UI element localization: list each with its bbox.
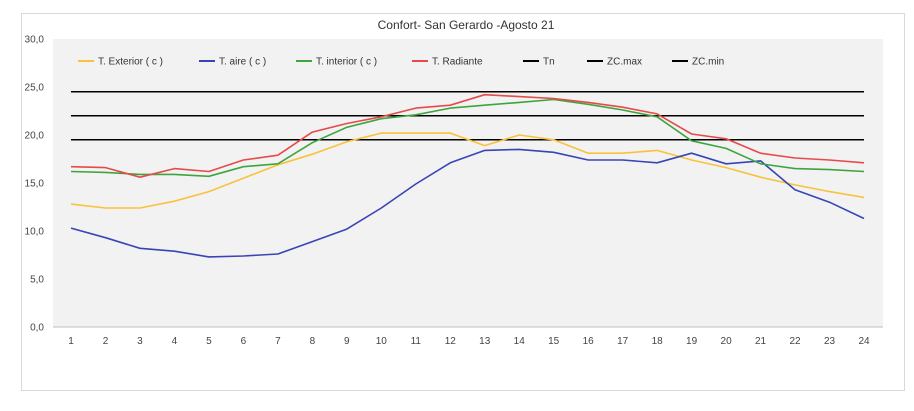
series-line-t-aire-c xyxy=(70,148,865,258)
chart-title: Confort- San Gerardo -Agosto 21 xyxy=(378,18,555,32)
x-tick-label: 11 xyxy=(411,336,422,347)
plot-area xyxy=(53,39,883,327)
x-tick-label: 22 xyxy=(789,336,801,347)
y-tick-label: 30,0 xyxy=(25,35,45,46)
x-tick-label: 20 xyxy=(721,336,733,347)
x-tick-label: 16 xyxy=(583,336,595,347)
legend-label: Tn xyxy=(543,57,555,68)
y-tick-label: 0,0 xyxy=(30,323,44,334)
y-tick-label: 20,0 xyxy=(25,131,45,142)
x-tick-label: 8 xyxy=(310,336,316,347)
legend-label: T. Radiante xyxy=(432,57,483,68)
series-line-t-exterior-c xyxy=(70,132,865,209)
x-tick-label: 18 xyxy=(652,336,664,347)
x-tick-label: 19 xyxy=(686,336,698,347)
x-tick-label: 9 xyxy=(344,336,350,347)
series-line-t-interior-c xyxy=(70,98,865,178)
x-tick-label: 13 xyxy=(479,336,491,347)
y-tick-label: 25,0 xyxy=(25,83,45,94)
y-tick-label: 10,0 xyxy=(25,227,45,238)
x-tick-label: 2 xyxy=(103,336,109,347)
x-tick-label: 10 xyxy=(376,336,388,347)
x-tick-label: 5 xyxy=(206,336,212,347)
x-tick-label: 12 xyxy=(445,336,457,347)
legend-label: T. aire ( c ) xyxy=(219,57,266,68)
x-tick-label: 6 xyxy=(241,336,247,347)
y-tick-label: 5,0 xyxy=(30,275,44,286)
x-tick-label: 7 xyxy=(275,336,281,347)
y-tick-label: 15,0 xyxy=(25,179,45,190)
series-line-t-radiante xyxy=(70,93,865,178)
x-tick-label: 4 xyxy=(172,336,178,347)
x-tick-label: 3 xyxy=(137,336,143,347)
x-tick-label: 23 xyxy=(824,336,836,347)
legend-label: T. Exterior ( c ) xyxy=(98,57,163,68)
x-tick-label: 14 xyxy=(514,336,526,347)
x-tick-label: 15 xyxy=(548,336,560,347)
x-tick-label: 24 xyxy=(858,336,870,347)
x-tick-label: 1 xyxy=(68,336,74,347)
x-tick-label: 17 xyxy=(617,336,629,347)
legend-label: ZC.max xyxy=(607,57,642,68)
x-tick-label: 21 xyxy=(755,336,767,347)
legend-label: T. interior ( c ) xyxy=(316,57,377,68)
legend-label: ZC.min xyxy=(692,57,724,68)
